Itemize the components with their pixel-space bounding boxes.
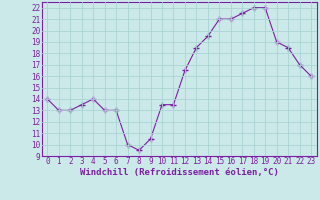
X-axis label: Windchill (Refroidissement éolien,°C): Windchill (Refroidissement éolien,°C) — [80, 168, 279, 177]
